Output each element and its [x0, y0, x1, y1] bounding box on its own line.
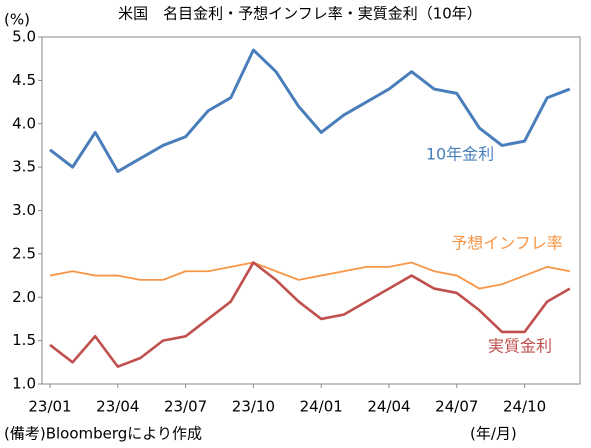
series-line [49, 48, 571, 173]
series-line [49, 261, 571, 368]
y-tick-label: 1.5 [12, 331, 36, 349]
x-tick-label: 24/04 [367, 398, 410, 416]
y-tick-label: 4.5 [12, 71, 36, 89]
x-tick-label: 23/04 [96, 398, 139, 416]
series-label: 10年金利 [426, 145, 494, 164]
x-tick-label: 24/07 [435, 398, 478, 416]
x-tick-label: 23/07 [164, 398, 207, 416]
y-tick-label: 2.0 [12, 288, 36, 306]
series-label: 実質金利 [488, 337, 552, 356]
x-tick-label: 23/01 [28, 398, 71, 416]
x-tick-label: 24/01 [300, 398, 343, 416]
plot-frame [41, 36, 581, 385]
x-axis-label: (年/月) [470, 425, 517, 443]
y-tick-label: 2.5 [12, 244, 36, 262]
x-tick-label: 23/10 [232, 398, 275, 416]
series-label: 予想インフレ率 [451, 234, 563, 253]
y-tick-label: 1.0 [12, 375, 36, 393]
y-axis-label: (%) [4, 11, 30, 29]
series-line [49, 261, 570, 290]
y-tick-label: 3.5 [12, 158, 36, 176]
source-note: (備考)Bloombergにより作成 [4, 425, 202, 443]
chart-title: 米国 名目金利・予想インフレ率・実質金利（10年） [118, 5, 482, 23]
x-tick-label: 24/10 [503, 398, 546, 416]
y-tick-label: 3.0 [12, 201, 36, 219]
y-tick-label: 4.0 [12, 114, 36, 132]
y-tick-label: 5.0 [12, 28, 36, 46]
